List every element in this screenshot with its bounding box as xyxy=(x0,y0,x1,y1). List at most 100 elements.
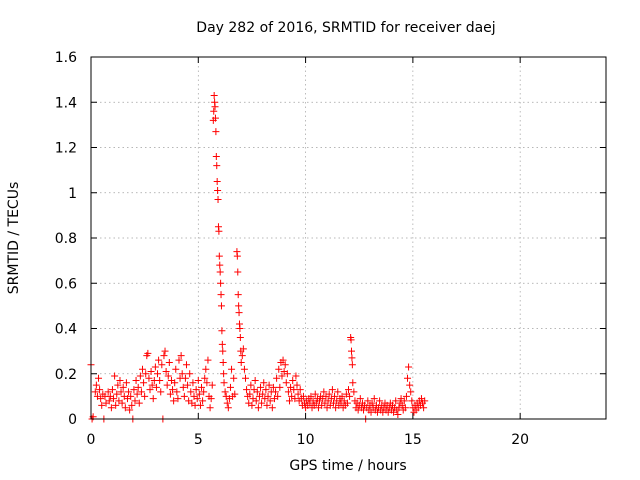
data-point xyxy=(165,358,173,366)
data-point xyxy=(237,358,245,366)
data-point xyxy=(215,252,223,260)
data-point xyxy=(364,397,372,405)
data-point xyxy=(182,361,190,369)
data-point xyxy=(405,363,413,371)
data-point xyxy=(345,386,352,394)
data-point xyxy=(199,397,207,405)
data-point xyxy=(196,401,204,409)
data-point xyxy=(292,372,300,380)
data-point xyxy=(142,370,150,378)
data-point xyxy=(171,379,179,387)
data-point xyxy=(253,388,261,396)
data-point xyxy=(141,392,149,400)
data-point xyxy=(278,372,286,380)
data-point xyxy=(224,404,232,412)
data-point xyxy=(376,397,384,405)
data-point xyxy=(213,177,221,185)
data-point xyxy=(279,356,287,364)
data-point xyxy=(347,336,355,344)
data-point xyxy=(192,386,200,394)
data-point xyxy=(218,327,226,335)
data-point xyxy=(236,325,244,332)
data-point xyxy=(214,196,222,204)
data-point xyxy=(239,345,247,353)
data-point xyxy=(149,395,157,403)
data-point xyxy=(201,374,209,382)
data-point xyxy=(262,386,270,394)
data-point xyxy=(137,388,145,396)
data-point xyxy=(343,399,351,407)
data-point xyxy=(112,401,120,409)
data-point xyxy=(108,386,116,394)
data-point xyxy=(293,381,301,389)
x-tick-label: 10 xyxy=(297,432,315,448)
data-point xyxy=(392,397,400,405)
data-point xyxy=(269,383,277,391)
data-point xyxy=(161,347,169,355)
data-point xyxy=(160,352,168,360)
data-point xyxy=(291,395,299,403)
data-point xyxy=(289,377,297,385)
data-point xyxy=(404,374,412,382)
data-point xyxy=(173,388,181,396)
data-point xyxy=(164,372,172,380)
data-point xyxy=(402,392,410,400)
data-point xyxy=(175,356,183,364)
data-point xyxy=(136,372,144,380)
y-tick-label: 1.6 xyxy=(55,50,77,66)
x-tick-label: 15 xyxy=(404,432,422,448)
data-point xyxy=(146,386,154,394)
data-point xyxy=(349,379,357,387)
y-tick-label: 0 xyxy=(68,412,77,428)
data-point xyxy=(338,392,346,400)
data-point xyxy=(148,381,156,389)
data-point xyxy=(348,361,356,369)
data-point xyxy=(134,383,142,391)
data-point xyxy=(263,401,271,409)
y-tick-label: 0.4 xyxy=(55,322,77,338)
data-point xyxy=(254,404,262,412)
data-point xyxy=(350,388,358,396)
data-point xyxy=(221,388,229,396)
data-point xyxy=(281,361,289,369)
data-point xyxy=(220,370,228,378)
data-point xyxy=(208,381,216,389)
data-point xyxy=(95,374,103,382)
data-point xyxy=(162,367,170,375)
data-point xyxy=(202,365,210,373)
data-point xyxy=(131,397,139,405)
data-point xyxy=(187,388,195,396)
data-point xyxy=(285,397,293,405)
data-point xyxy=(218,340,226,348)
data-point xyxy=(235,302,243,310)
data-point xyxy=(247,381,255,389)
data-point xyxy=(126,406,134,414)
data-point xyxy=(116,377,124,385)
data-point xyxy=(155,356,163,364)
data-point xyxy=(132,377,140,385)
data-point xyxy=(114,381,122,389)
plot-frame xyxy=(90,56,607,420)
data-point xyxy=(367,408,375,416)
data-point xyxy=(125,388,133,396)
data-point xyxy=(320,388,328,396)
data-point xyxy=(214,186,222,194)
data-point xyxy=(407,388,415,396)
data-point xyxy=(133,390,141,398)
data-point xyxy=(180,392,188,400)
data-point xyxy=(178,370,186,378)
data-point xyxy=(194,377,202,385)
data-point xyxy=(328,386,336,394)
data-point xyxy=(92,381,100,389)
data-point xyxy=(234,291,242,299)
data-point xyxy=(105,397,113,405)
data-point xyxy=(107,404,115,412)
data-point xyxy=(311,390,319,398)
data-point xyxy=(200,388,208,396)
data-point xyxy=(121,404,129,412)
data-point xyxy=(96,386,104,394)
data-point xyxy=(158,361,166,369)
data-point xyxy=(394,410,402,418)
data-point xyxy=(215,227,223,235)
data-point xyxy=(276,383,284,391)
